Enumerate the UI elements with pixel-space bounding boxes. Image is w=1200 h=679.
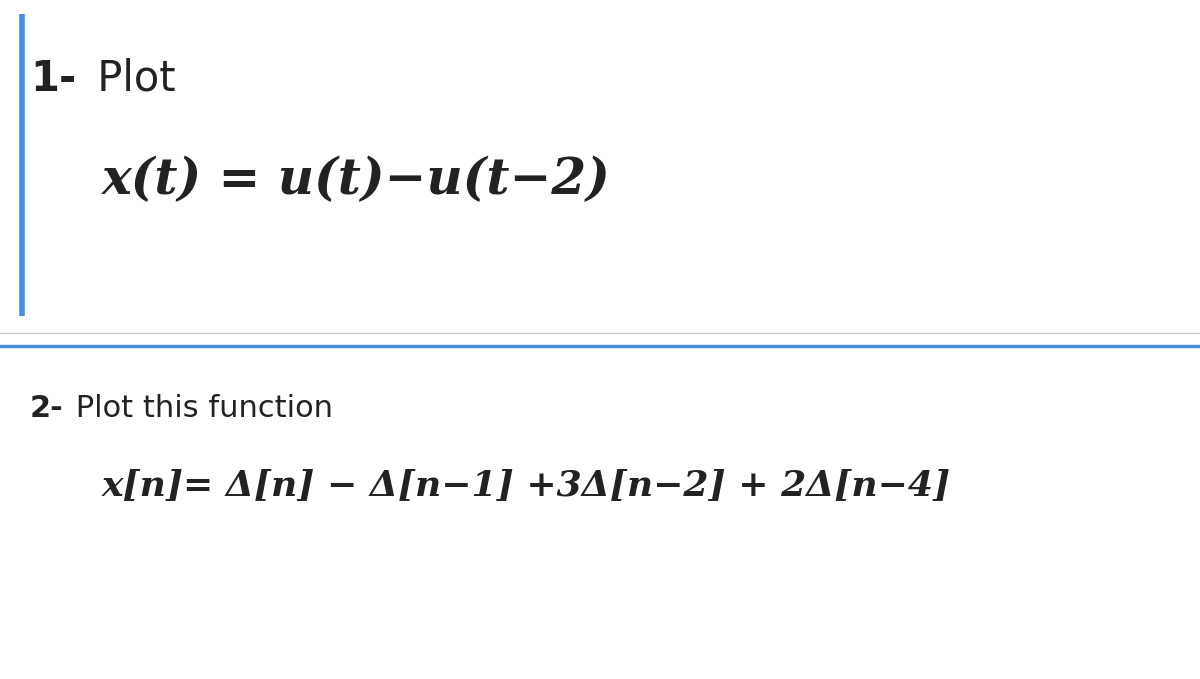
Text: Plot this function: Plot this function: [66, 394, 334, 423]
Text: Plot: Plot: [84, 58, 175, 100]
Text: x[n]= Δ[n] − Δ[n−1] +3Δ[n−2] + 2Δ[n−4]: x[n]= Δ[n] − Δ[n−1] +3Δ[n−2] + 2Δ[n−4]: [102, 469, 952, 502]
Text: x(t) = u(t)−u(t−2): x(t) = u(t)−u(t−2): [102, 156, 611, 205]
Text: 1-: 1-: [30, 58, 77, 100]
Text: 2-: 2-: [30, 394, 64, 423]
